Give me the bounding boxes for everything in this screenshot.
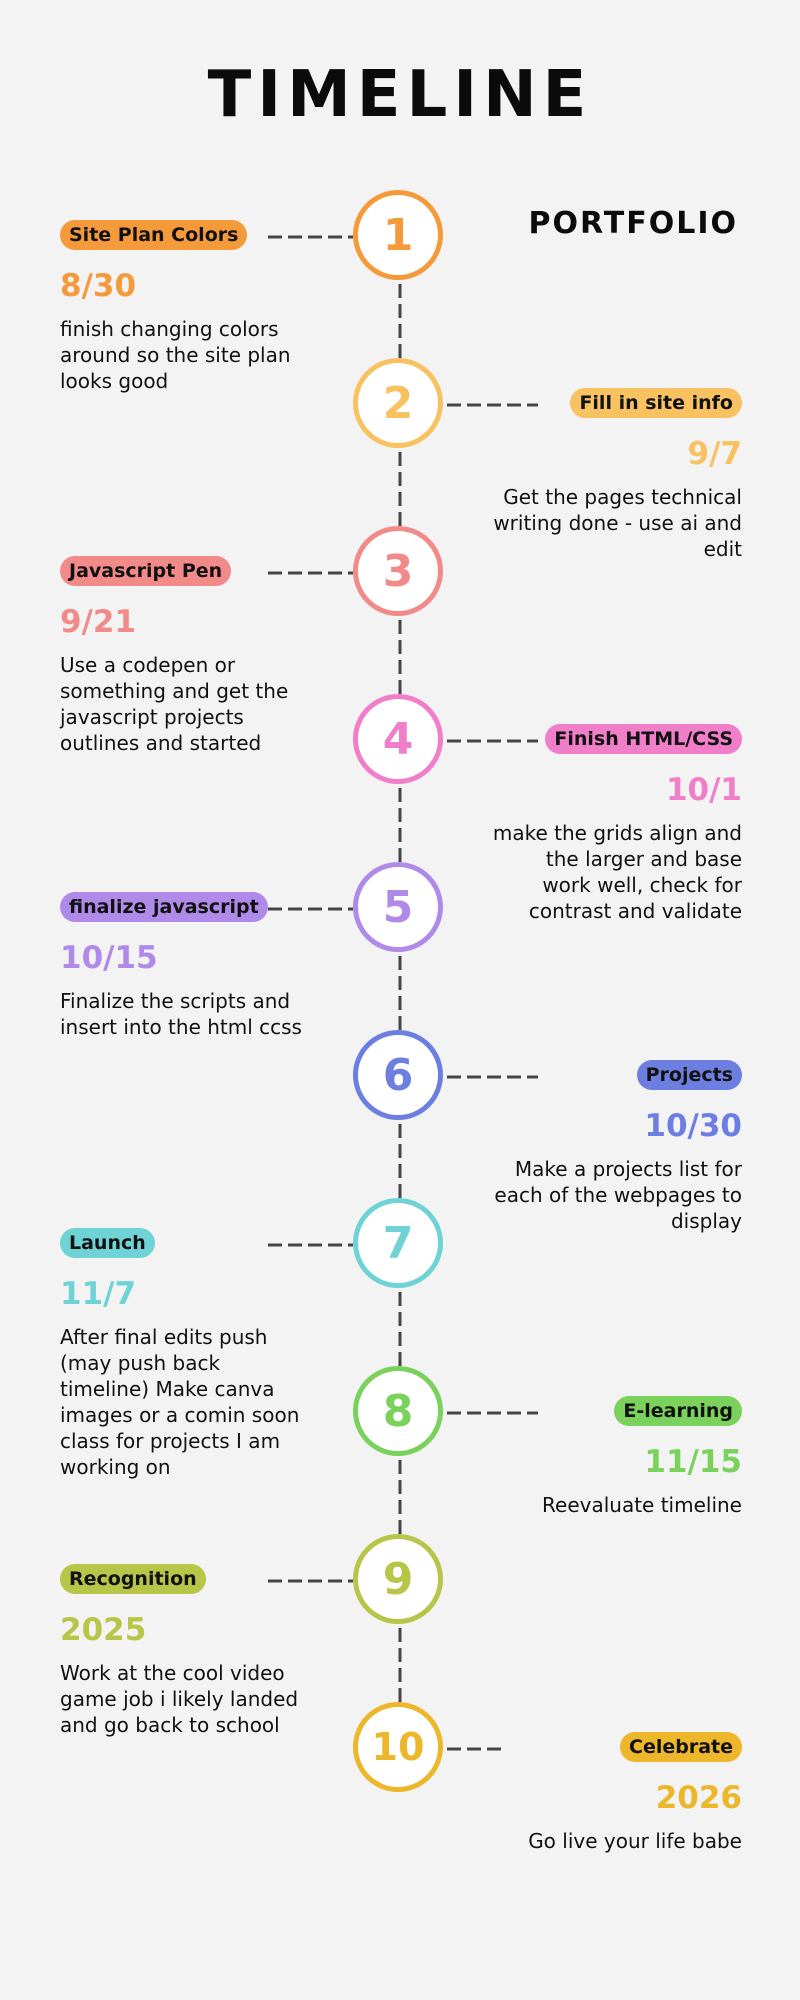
- milestone-number: 3: [353, 526, 443, 616]
- milestone-card: Fill in site info 9/7 Get the pages techni…: [492, 388, 742, 562]
- milestone-card: finalize javascript 10/15 Finalize the scr…: [60, 892, 310, 1040]
- milestone-number: 2: [353, 358, 443, 448]
- milestone-description: Use a codepen or something and get the j…: [60, 653, 289, 755]
- milestone-date: 9/7: [687, 436, 742, 472]
- milestone-date: 10/15: [60, 940, 158, 976]
- milestone-description: make the grids align and the larger and …: [492, 821, 742, 923]
- milestone-number: 5: [353, 862, 443, 952]
- milestone-description: Go live your life babe: [528, 1829, 742, 1853]
- milestone-description: Get the pages technical writing done - u…: [493, 485, 742, 561]
- milestone-description: Reevaluate timeline: [542, 1493, 742, 1517]
- milestone-number: 9: [353, 1534, 443, 1624]
- milestone-label: Recognition: [60, 1564, 206, 1594]
- milestone-date: 10/1: [665, 772, 742, 808]
- milestone-number: 8: [353, 1366, 443, 1456]
- milestone-description: Finalize the scripts and insert into the…: [60, 989, 302, 1039]
- milestone-number: 10: [353, 1702, 443, 1792]
- milestone-date: 11/7: [60, 1276, 137, 1312]
- milestone-label: Javascript Pen: [60, 556, 232, 586]
- milestone-date: 2026: [655, 1780, 742, 1816]
- page-title: TIMELINE: [207, 58, 593, 132]
- milestone-date: 9/21: [60, 604, 137, 640]
- portfolio-subtitle: PORTFOLIO: [528, 206, 738, 241]
- milestone-description: After final edits push (may push back ti…: [60, 1325, 300, 1479]
- milestone-card: Javascript Pen 9/21 Use a codepen or somet…: [60, 556, 310, 756]
- milestone-description: finish changing colors around so the sit…: [60, 317, 291, 393]
- milestone-date: 2025: [60, 1612, 147, 1648]
- milestone-number: 1: [353, 190, 443, 280]
- milestone-card: Finish HTML/CSS 10/1 make the grids align …: [492, 724, 742, 924]
- milestone-description: Work at the cool video game job i likely…: [60, 1661, 299, 1737]
- milestone-card: Site Plan Colors 8/30 finish changing colo…: [60, 220, 310, 394]
- milestone-date: 10/30: [644, 1108, 742, 1144]
- milestone-card: Celebrate 2026 Go live your life babe: [492, 1732, 742, 1854]
- milestone-label: Projects: [636, 1060, 742, 1090]
- milestone-label: Fill in site info: [570, 388, 742, 418]
- milestone-description: Make a projects list for each of the web…: [494, 1157, 742, 1233]
- milestone-label: Finish HTML/CSS: [545, 724, 742, 754]
- milestone-label: finalize javascript: [60, 892, 268, 922]
- milestone-date: 8/30: [60, 268, 137, 304]
- milestone-label: Site Plan Colors: [60, 220, 248, 250]
- milestone-label: E-learning: [614, 1396, 742, 1426]
- milestone-card: E-learning 11/15 Reevaluate timeline: [492, 1396, 742, 1518]
- milestone-label: Launch: [60, 1228, 155, 1258]
- milestone-number: 7: [353, 1198, 443, 1288]
- milestone-number: 6: [353, 1030, 443, 1120]
- milestone-date: 11/15: [644, 1444, 742, 1480]
- milestone-label: Celebrate: [620, 1732, 742, 1762]
- milestone-card: Projects 10/30 Make a projects list for ea…: [492, 1060, 742, 1234]
- milestone-card: Recognition 2025 Work at the cool video ga…: [60, 1564, 310, 1738]
- milestone-number: 4: [353, 694, 443, 784]
- milestone-card: Launch 11/7 After final edits push (may pu…: [60, 1228, 310, 1480]
